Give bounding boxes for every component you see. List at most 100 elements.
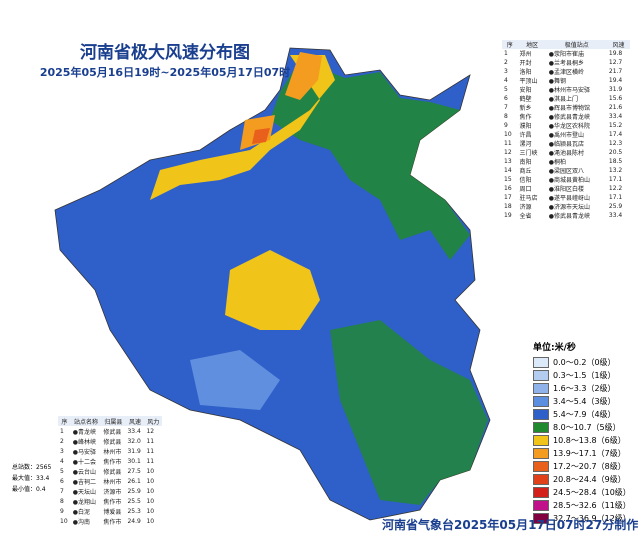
cell: 三门峡	[519, 150, 538, 157]
header-cell: 归属县	[101, 416, 126, 426]
cell: 9	[60, 507, 64, 515]
zone-level5	[330, 320, 488, 505]
cell: 1	[60, 427, 64, 435]
cell: ●林州市马安驿	[548, 87, 590, 94]
cell: 11	[146, 447, 155, 455]
legend-swatch	[533, 357, 549, 368]
cell: 2	[60, 437, 64, 445]
cell: 10	[146, 497, 155, 505]
cell: ●修武县青龙峡	[548, 114, 590, 121]
cell: 25.9	[127, 487, 141, 495]
cell: 3	[504, 68, 508, 75]
cell: 21.7	[608, 68, 623, 75]
stat: 最小值：0.4	[12, 486, 46, 493]
cell: 林州市	[103, 448, 122, 456]
cell: 11	[504, 140, 512, 147]
row: 2 ●峰林峡 修武县 32.0 11	[58, 436, 162, 446]
row: 16 周口 ●淮阳区白楼 12.2	[502, 184, 630, 193]
legend-label: 32.7～36.9（12级）	[553, 514, 631, 523]
cell: ●兰考县桐乡	[548, 60, 584, 67]
cell: ●淇县上门	[548, 96, 578, 103]
cell: 全省	[519, 213, 532, 220]
cell: ●十二会	[72, 458, 96, 466]
cell: 31.9	[127, 447, 141, 455]
cell: 4	[60, 457, 64, 465]
cell: 济源	[519, 204, 532, 211]
row: 5 ●云台山 修武县 27.5 10	[58, 466, 162, 476]
row: 2 开封 ●兰考县桐乡 12.7	[502, 58, 630, 67]
legend-item: 13.9～17.1（7级）	[533, 447, 631, 460]
row: 17 驻马店 ●遂平县嵖岈山 17.1	[502, 193, 630, 202]
header-cell: 序	[58, 416, 71, 426]
cell: 开封	[519, 60, 532, 67]
row: 4 ●十二会 焦作市 30.1 11	[58, 456, 162, 466]
cell: 15.2	[608, 122, 623, 129]
legend-unit: 单位:米/秒	[533, 343, 576, 353]
cell: 19.8	[608, 50, 623, 57]
cell: ●峰林峡	[72, 438, 96, 446]
cell: ●临颍县瓦店	[548, 141, 584, 148]
legend-item: 20.8～24.4（9级）	[533, 473, 631, 486]
legend-label: 3.4～5.4（3级）	[553, 397, 616, 406]
header-cell: 地区	[517, 40, 547, 49]
cell: 8	[60, 497, 64, 505]
row: 9 濮阳 ●华龙区农科院 15.2	[502, 121, 630, 130]
row: 3 洛阳 ●孟津区横岭 21.7	[502, 67, 630, 76]
legend-item: 8.0～10.7（5级）	[533, 421, 631, 434]
cell: ●吉祠二	[72, 478, 96, 486]
legend-label: 28.5～32.6（11级）	[553, 501, 631, 510]
cell: ●商城县黄柏山	[548, 177, 590, 184]
header-cell: 风速	[125, 416, 145, 426]
cell: 1	[504, 50, 508, 57]
legend-item: 17.2～20.7（8级）	[533, 460, 631, 473]
row: 3 ●马安驿 林州市 31.9 11	[58, 446, 162, 456]
cell: 安阳	[519, 87, 532, 94]
cell: 10	[146, 507, 155, 515]
cell: ●白泥	[72, 508, 90, 516]
cell: ●渑池县陈村	[548, 150, 584, 157]
cell: 18.5	[608, 158, 623, 165]
cell: 漯河	[519, 141, 532, 148]
legend-item: 0.0～0.2（0级）	[533, 356, 631, 369]
cell: ●马安驿	[72, 448, 96, 456]
cell: 9	[504, 122, 508, 129]
cell: 郑州	[519, 51, 532, 58]
legend-label: 17.2～20.7（8级）	[553, 462, 626, 471]
cell: ●华龙区农科院	[548, 123, 590, 130]
cell: 6	[60, 477, 64, 485]
stat: 最大值：33.4	[12, 475, 50, 482]
cell: ●禹州市登山	[548, 132, 584, 139]
cell: 10	[146, 477, 155, 485]
zone-level5	[270, 60, 470, 260]
cell: 修武县	[103, 438, 122, 446]
cell: 焦作	[519, 114, 532, 121]
cell: 26.1	[127, 477, 141, 485]
legend-item: 32.7～36.9（12级）	[533, 512, 631, 525]
cell: 19.4	[608, 77, 623, 84]
row: 13 南阳 ●桐柏 18.5	[502, 157, 630, 166]
zone-level6	[150, 55, 335, 200]
cell: ●龙翔山	[72, 498, 96, 506]
header-cell: 序	[502, 40, 518, 49]
cell: ●青龙峡	[72, 428, 96, 436]
legend-label: 24.5～28.4（10级）	[553, 488, 631, 497]
row: 8 焦作 ●修武县青龙峡 33.4	[502, 112, 630, 121]
header-row: 序地区 极值站点 风速	[502, 40, 630, 49]
cell: 32.0	[127, 437, 141, 445]
cell: 12.3	[608, 140, 623, 147]
cell: ●遂平县嵖岈山	[548, 195, 590, 202]
cell: 33.4	[608, 113, 623, 120]
cell: ●舞钢	[548, 78, 566, 85]
cell: 11	[146, 437, 155, 445]
header-cell: 风力	[144, 416, 162, 426]
row: 7 新乡 ●辉县市博物馆 21.6	[502, 103, 630, 112]
legend-swatch	[533, 396, 549, 407]
row: 19 全省 ●修武县青龙峡 33.4	[502, 211, 630, 220]
cell: 许昌	[519, 132, 532, 139]
legend-label: 0.3～1.5（1级）	[553, 371, 616, 380]
row: 11 漯河 ●临颍县瓦店 12.3	[502, 139, 630, 148]
legend-item: 28.5～32.6（11级）	[533, 499, 631, 512]
cell: 南阳	[519, 159, 532, 166]
legend-swatch	[533, 422, 549, 433]
